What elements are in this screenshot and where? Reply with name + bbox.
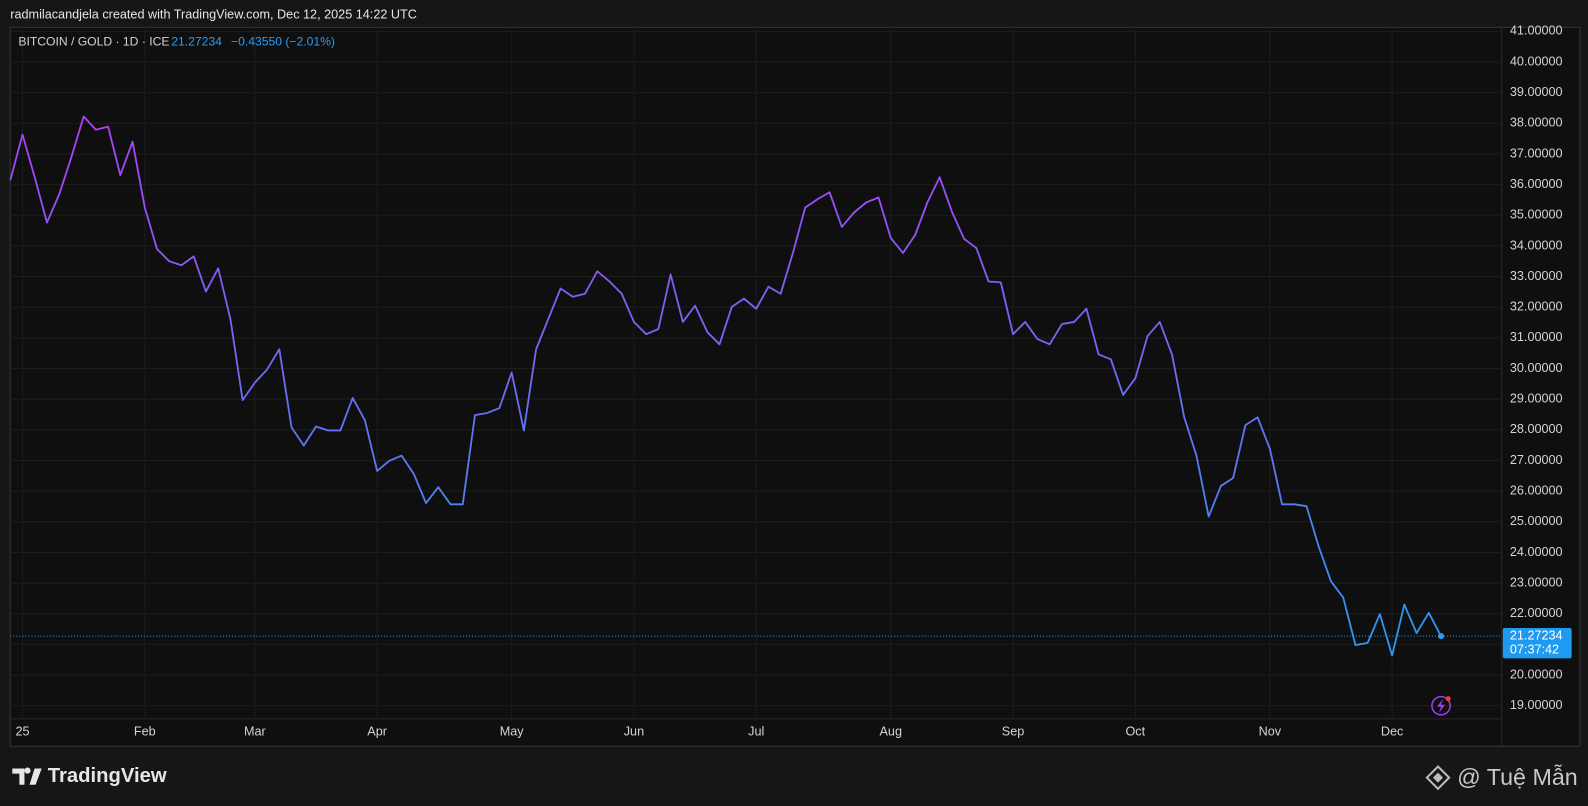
x-tick-label: Apr — [367, 724, 387, 738]
legend-change: −0.43550 (−2.01%) — [231, 35, 335, 49]
y-tick-label: 36.00000 — [1510, 177, 1563, 191]
y-tick-label: 38.00000 — [1510, 116, 1563, 130]
y-tick-label: 41.00000 — [1510, 24, 1563, 38]
y-tick-label: 29.00000 — [1510, 392, 1563, 406]
chart-panel — [9, 26, 1581, 747]
y-tick-label: 37.00000 — [1510, 146, 1563, 160]
price-tag-countdown: 07:37:42 — [1510, 643, 1559, 657]
grid — [10, 27, 1502, 719]
x-tick-label: 25 — [15, 724, 29, 738]
axes: 19.0000020.0000021.0000022.0000023.00000… — [15, 24, 1572, 738]
legend-value: 21.27234 — [171, 35, 222, 49]
y-tick-label: 39.00000 — [1510, 85, 1563, 99]
y-tick-label: 23.00000 — [1510, 575, 1563, 589]
last-point — [1437, 633, 1445, 640]
y-tick-label: 33.00000 — [1510, 269, 1563, 283]
x-tick-label: Sep — [1002, 724, 1024, 738]
price-tag-value: 21.27234 — [1510, 628, 1563, 642]
y-tick-label: 34.00000 — [1510, 238, 1563, 252]
x-tick-label: Oct — [1125, 724, 1145, 738]
x-tick-label: Dec — [1381, 724, 1403, 738]
x-tick-label: Jul — [748, 724, 764, 738]
y-tick-label: 35.00000 — [1510, 208, 1563, 222]
x-tick-label: Jun — [624, 724, 644, 738]
lightning-icon — [1431, 695, 1451, 716]
y-tick-label: 40.00000 — [1510, 54, 1563, 68]
x-tick-label: Mar — [244, 724, 266, 738]
credit: radmilacandjela created with TradingView… — [10, 8, 417, 22]
price-line — [9, 115, 1442, 657]
y-tick-label: 31.00000 — [1510, 330, 1563, 344]
x-tick-label: Aug — [879, 724, 901, 738]
y-tick-label: 19.00000 — [1510, 698, 1563, 712]
plot — [9, 115, 1502, 657]
watermark: @ Tuệ Mẫn — [1457, 764, 1578, 790]
y-tick-label: 30.00000 — [1510, 361, 1563, 375]
symbol-title: BITCOIN / GOLD · 1D · ICE — [18, 35, 169, 49]
x-tick-label: May — [500, 724, 525, 738]
brand-logo — [12, 767, 42, 785]
x-tick-label: Nov — [1259, 724, 1282, 738]
y-tick-label: 22.00000 — [1510, 606, 1563, 620]
brand: TradingView — [48, 765, 167, 787]
y-tick-label: 32.00000 — [1510, 300, 1563, 314]
y-tick-label: 26.00000 — [1510, 483, 1563, 497]
y-tick-label: 28.00000 — [1510, 422, 1563, 436]
x-tick-label: Feb — [134, 724, 156, 738]
y-tick-label: 27.00000 — [1510, 453, 1563, 467]
y-tick-label: 24.00000 — [1510, 545, 1563, 559]
y-tick-label: 20.00000 — [1510, 667, 1563, 681]
price-tag — [1502, 627, 1572, 659]
y-tick-label: 25.00000 — [1510, 514, 1563, 528]
